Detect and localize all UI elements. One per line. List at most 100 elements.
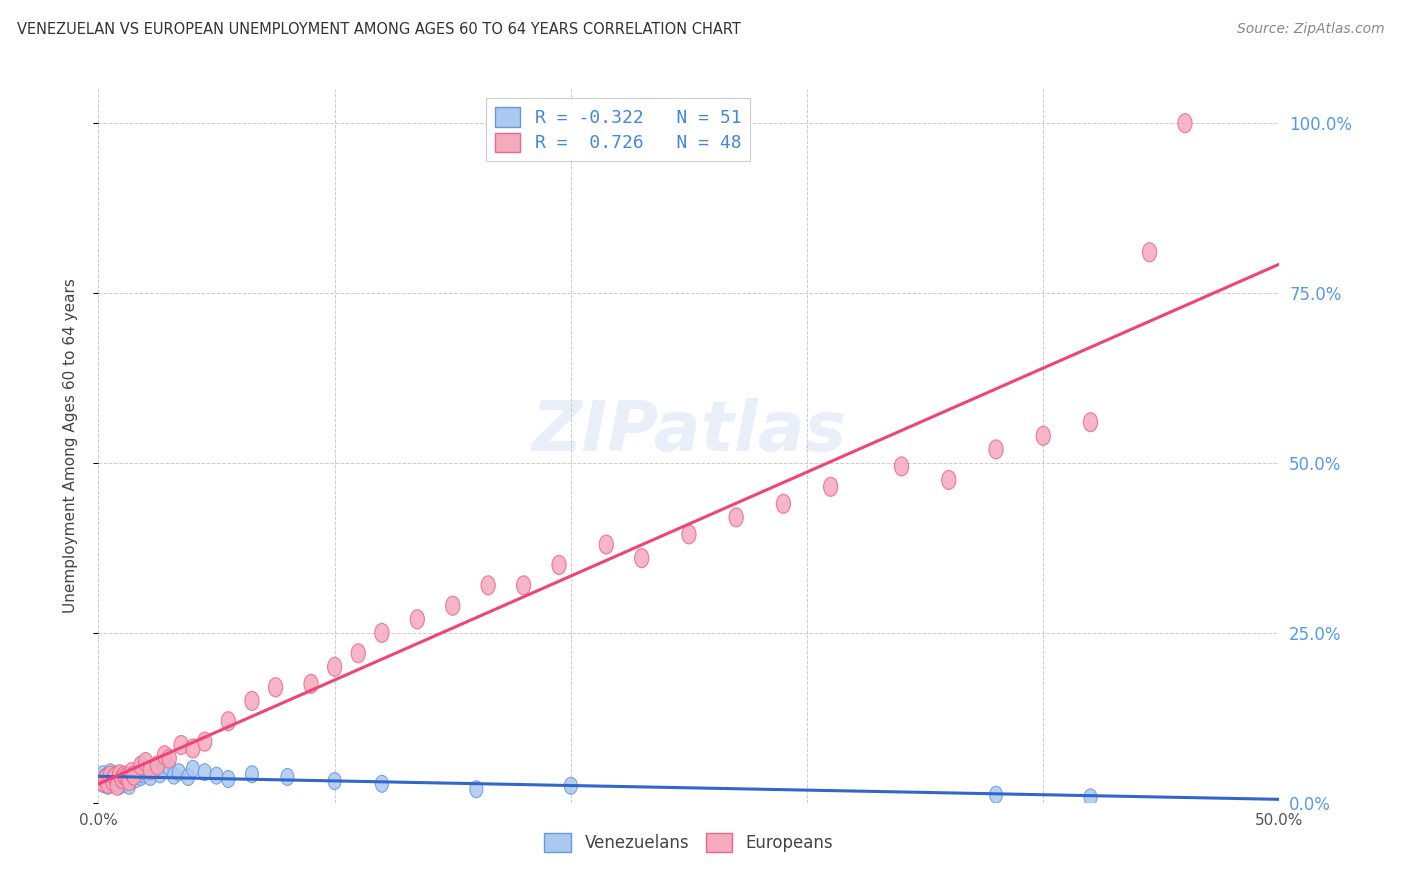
Ellipse shape — [157, 762, 172, 779]
Ellipse shape — [98, 769, 112, 786]
Ellipse shape — [328, 772, 342, 789]
Ellipse shape — [143, 769, 157, 786]
Ellipse shape — [125, 769, 138, 786]
Ellipse shape — [167, 767, 180, 784]
Ellipse shape — [149, 760, 162, 777]
Ellipse shape — [105, 769, 120, 786]
Ellipse shape — [634, 549, 648, 567]
Ellipse shape — [553, 556, 567, 574]
Ellipse shape — [98, 770, 112, 789]
Ellipse shape — [988, 440, 1002, 458]
Ellipse shape — [181, 769, 194, 786]
Ellipse shape — [112, 764, 127, 784]
Ellipse shape — [111, 765, 124, 783]
Ellipse shape — [139, 764, 152, 780]
Ellipse shape — [281, 769, 294, 786]
Y-axis label: Unemployment Among Ages 60 to 64 years: Unemployment Among Ages 60 to 64 years — [63, 278, 77, 614]
Ellipse shape — [375, 624, 389, 642]
Ellipse shape — [108, 767, 122, 787]
Ellipse shape — [375, 775, 388, 792]
Ellipse shape — [118, 775, 131, 792]
Ellipse shape — [446, 596, 460, 615]
Ellipse shape — [411, 610, 425, 629]
Ellipse shape — [776, 494, 790, 513]
Ellipse shape — [1143, 243, 1157, 262]
Ellipse shape — [682, 524, 696, 544]
Ellipse shape — [824, 477, 838, 496]
Ellipse shape — [110, 776, 124, 796]
Ellipse shape — [221, 712, 235, 731]
Ellipse shape — [108, 771, 121, 788]
Ellipse shape — [136, 765, 150, 783]
Ellipse shape — [198, 764, 211, 780]
Ellipse shape — [128, 765, 141, 783]
Ellipse shape — [153, 765, 166, 783]
Ellipse shape — [157, 746, 172, 764]
Ellipse shape — [143, 761, 157, 780]
Ellipse shape — [599, 535, 613, 554]
Ellipse shape — [105, 772, 120, 790]
Ellipse shape — [104, 764, 117, 780]
Ellipse shape — [269, 678, 283, 697]
Ellipse shape — [98, 774, 112, 791]
Ellipse shape — [304, 674, 318, 693]
Ellipse shape — [103, 766, 117, 785]
Ellipse shape — [121, 767, 134, 784]
Ellipse shape — [94, 771, 107, 788]
Ellipse shape — [104, 772, 117, 789]
Ellipse shape — [245, 691, 259, 710]
Ellipse shape — [129, 771, 143, 788]
Ellipse shape — [1178, 113, 1192, 133]
Ellipse shape — [132, 762, 145, 779]
Ellipse shape — [115, 770, 129, 789]
Ellipse shape — [942, 470, 956, 490]
Ellipse shape — [209, 767, 224, 784]
Ellipse shape — [174, 736, 188, 755]
Ellipse shape — [122, 777, 135, 794]
Ellipse shape — [96, 772, 110, 792]
Ellipse shape — [121, 774, 134, 791]
Ellipse shape — [97, 765, 110, 783]
Text: VENEZUELAN VS EUROPEAN UNEMPLOYMENT AMONG AGES 60 TO 64 YEARS CORRELATION CHART: VENEZUELAN VS EUROPEAN UNEMPLOYMENT AMON… — [17, 22, 741, 37]
Ellipse shape — [97, 775, 110, 792]
Ellipse shape — [163, 759, 176, 776]
Ellipse shape — [564, 777, 578, 794]
Ellipse shape — [108, 767, 121, 784]
Ellipse shape — [120, 767, 134, 787]
Ellipse shape — [105, 775, 120, 792]
Text: Source: ZipAtlas.com: Source: ZipAtlas.com — [1237, 22, 1385, 37]
Ellipse shape — [730, 508, 744, 527]
Ellipse shape — [139, 753, 153, 772]
Ellipse shape — [198, 732, 212, 751]
Ellipse shape — [124, 763, 139, 781]
Text: ZIPatlas: ZIPatlas — [531, 398, 846, 466]
Ellipse shape — [222, 771, 235, 788]
Ellipse shape — [117, 766, 132, 785]
Ellipse shape — [481, 576, 495, 595]
Ellipse shape — [246, 765, 259, 783]
Ellipse shape — [352, 644, 366, 663]
Ellipse shape — [470, 780, 482, 797]
Ellipse shape — [150, 756, 165, 775]
Ellipse shape — [112, 777, 127, 794]
Ellipse shape — [101, 774, 115, 793]
Ellipse shape — [134, 756, 148, 775]
Ellipse shape — [118, 771, 131, 788]
Ellipse shape — [135, 769, 148, 786]
Ellipse shape — [894, 457, 908, 476]
Ellipse shape — [127, 766, 141, 785]
Legend: Venezuelans, Europeans: Venezuelans, Europeans — [538, 827, 839, 859]
Ellipse shape — [111, 774, 124, 791]
Ellipse shape — [328, 657, 342, 676]
Ellipse shape — [990, 786, 1002, 803]
Ellipse shape — [1036, 426, 1050, 445]
Ellipse shape — [101, 777, 114, 794]
Ellipse shape — [186, 739, 200, 758]
Ellipse shape — [115, 772, 128, 789]
Ellipse shape — [115, 767, 128, 784]
Ellipse shape — [112, 769, 127, 786]
Ellipse shape — [1084, 789, 1097, 805]
Ellipse shape — [122, 772, 136, 790]
Ellipse shape — [173, 764, 186, 780]
Ellipse shape — [516, 576, 530, 595]
